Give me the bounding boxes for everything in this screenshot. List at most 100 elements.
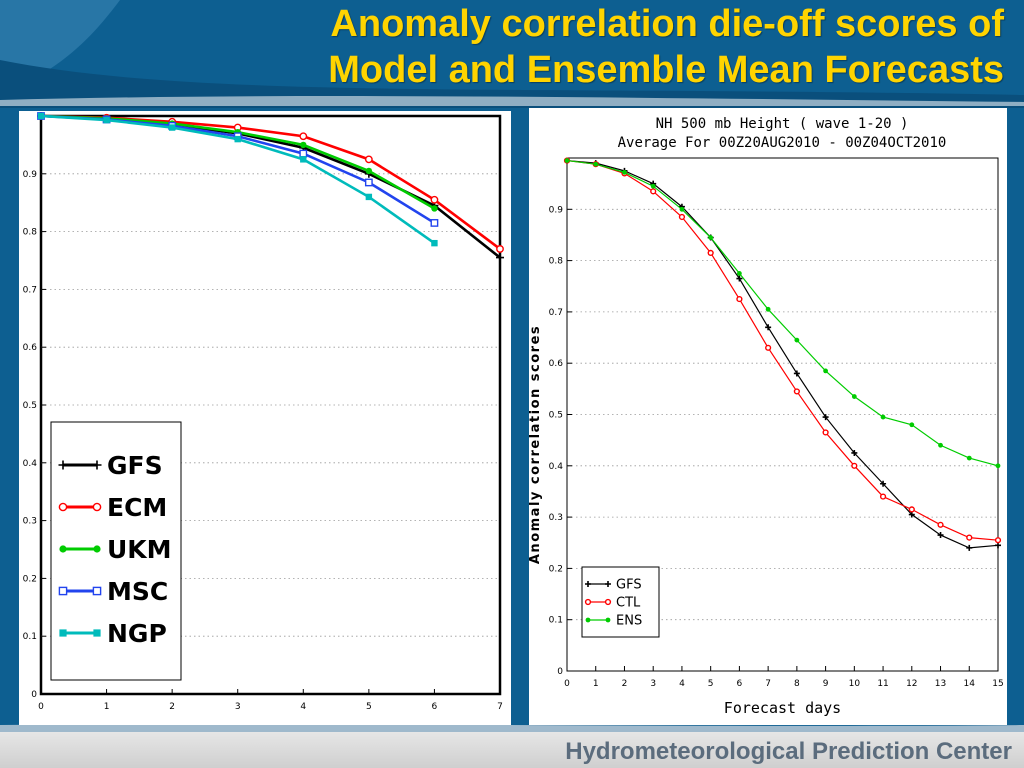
chart2-legend-label-ctl: CTL: [616, 596, 641, 611]
chart1-legend-marker-gfs: [58, 460, 68, 470]
chart1-point-ecm: [496, 245, 504, 253]
chart2-point-ens: [909, 422, 915, 428]
chart1-legend-marker-ngp: [59, 629, 67, 637]
chart1-legend-marker-ukm: [93, 545, 101, 553]
chart2-point-ctl: [879, 493, 887, 500]
chart2-plot-frame: [566, 157, 999, 672]
chart2-point-gfs: [851, 449, 858, 456]
left-chart-panel: 0 0.1 0.2 0.3 0.4 0.5 0.6 0.7 0.8 0.9 0 1 2 3 4 5 6 7 GFS E…: [19, 111, 511, 725]
chart1-y-tick-label: 0.6: [23, 343, 38, 353]
chart1-legend-marker-ecm: [58, 502, 68, 512]
footer-text: Hydrometeorological Prediction Center: [565, 738, 1012, 765]
chart2-point-gfs: [937, 532, 944, 539]
chart2-point-gfs: [966, 544, 973, 551]
chart2-point-ctl: [851, 462, 858, 469]
chart2-x-tick-label: 6: [737, 679, 743, 689]
chart2-point-ctl: [966, 534, 973, 541]
right-chart: 00.10.20.30.40.50.60.70.80.90 1 2 3 4 5 6 7 8 9 10…: [529, 116, 1004, 717]
chart1-point-ecm: [299, 132, 308, 141]
slide-title-line-2: Model and Ensemble Mean Forecasts: [328, 49, 1004, 91]
chart1-y-tick-label: 0.3: [23, 517, 37, 527]
chart1-x-tick-label: 3: [235, 702, 241, 712]
footer-bar: [0, 732, 1024, 768]
chart2-legend-marker-ctl: [584, 598, 592, 606]
chart1-point-ngp: [103, 116, 110, 124]
chart1-x-tick-label: 2: [169, 702, 175, 712]
chart1-point-ngp: [300, 156, 307, 163]
chart2-y-tick-label: 0.5: [549, 411, 563, 421]
chart1-point-ngp: [168, 124, 176, 131]
chart2-series-line-ens: [566, 159, 999, 467]
chart2-x-tick-label: 11: [877, 679, 888, 689]
chart2-point-ctl: [650, 188, 657, 195]
chart2-legend-marker-gfs: [585, 581, 591, 587]
chart1-x-tick-label: 6: [432, 702, 438, 712]
chart1-point-ngp: [365, 193, 373, 201]
chart1-legend-label-ukm: UKM: [107, 535, 172, 564]
chart2-point-ctl: [994, 537, 1002, 544]
chart2-x-tick-label: 10: [849, 679, 861, 689]
chart1-y-tick-label: 0.5: [23, 401, 37, 411]
chart1-x-tick-label: 5: [366, 702, 372, 712]
chart2-point-ctl: [822, 429, 829, 436]
chart2-point-ens: [622, 169, 627, 175]
chart1-y-tick-label: 0.2: [23, 574, 37, 584]
chart1-point-ngp: [37, 112, 45, 120]
chart2-point-ctl: [937, 521, 944, 528]
chart2-point-ctl: [793, 388, 800, 395]
right-chart-panel: 0 0.1 0.2 0.3 0.4 0.5 0.6 0.7 0.8 0.9 0 1 2 3 4 5 6 7 8 9 10…: [529, 108, 1007, 725]
chart1-legend-label-gfs: GFS: [107, 451, 163, 480]
chart2-point-ens: [593, 161, 599, 167]
chart1-legend-label-ngp: NGP: [107, 619, 167, 648]
chart2-x-tick-label: 1: [593, 679, 599, 689]
chart2-legend-marker-ens: [585, 617, 591, 623]
chart1-legend-marker-msc: [58, 586, 68, 596]
chart2-y-tick-label: 0.6: [549, 359, 564, 369]
chart2-x-axis-label: Forecast days: [724, 699, 841, 717]
chart2-x-tick-label: 12: [906, 679, 917, 689]
chart1-x-tick-label: 7: [497, 702, 503, 712]
chart2-point-ctl: [707, 249, 714, 257]
chart2-x-tick-label: 15: [992, 679, 1003, 689]
chart2-series-line-ctl: [566, 159, 999, 541]
chart2-subtitle: Average For 00Z20AUG2010 - 00Z04OCT2010: [618, 135, 947, 151]
chart2-legend-marker-ctl: [604, 598, 612, 606]
chart2-point-ens: [823, 368, 828, 374]
chart2-point-ens: [708, 235, 714, 240]
chart1-point-ecm: [364, 155, 373, 164]
chart2-point-ens: [851, 394, 857, 399]
chart2-point-gfs: [822, 414, 829, 421]
chart2-legend-marker-gfs: [605, 581, 611, 587]
chart2-point-gfs: [793, 370, 800, 377]
chart2-y-tick-label: 0.2: [549, 564, 563, 574]
chart2-point-ens: [679, 206, 685, 212]
chart2-point-ctl: [765, 344, 772, 351]
chart2-point-ens: [995, 463, 1001, 469]
chart2-legend-marker-ens: [605, 617, 611, 623]
chart1-legend-label-ecm: ECM: [107, 493, 167, 522]
chart1-legend-marker-ecm: [92, 502, 102, 512]
chart1-point-msc: [299, 149, 308, 158]
chart1-y-tick-label: 0: [31, 690, 37, 700]
chart2-point-ens: [737, 271, 742, 276]
chart2-x-tick-label: 2: [622, 679, 628, 689]
chart1-point-ngp: [234, 135, 241, 143]
chart2-legend-label-gfs: GFS: [616, 578, 642, 593]
chart2-series-line-gfs: [566, 159, 999, 549]
chart1-point-ukm: [431, 205, 438, 212]
chart2-y-tick-label: 0.9: [549, 205, 564, 215]
chart1-point-msc: [364, 178, 373, 187]
chart1-x-tick-label: 1: [104, 702, 110, 712]
chart2-point-ctl: [736, 295, 743, 303]
chart2-point-ens: [650, 183, 656, 189]
chart1-y-tick-label: 0.1: [23, 632, 37, 642]
chart2-x-tick-label: 4: [679, 679, 685, 689]
chart2-x-tick-label: 0: [564, 679, 570, 689]
chart2-y-tick-label: 0.3: [549, 513, 563, 523]
chart2-x-tick-label: 14: [964, 679, 976, 689]
chart1-legend-marker-msc: [92, 586, 102, 596]
chart1-x-tick-label: 0: [38, 702, 44, 712]
chart1-point-ukm: [300, 141, 307, 149]
left-chart: 0 0.1 0.2 0.3 0.4 0.5 0.6 0.7 0.8 0.9 0 1 2 3 4 5 6 7 GFS E…: [23, 112, 504, 712]
chart2-x-tick-label: 7: [765, 679, 771, 689]
